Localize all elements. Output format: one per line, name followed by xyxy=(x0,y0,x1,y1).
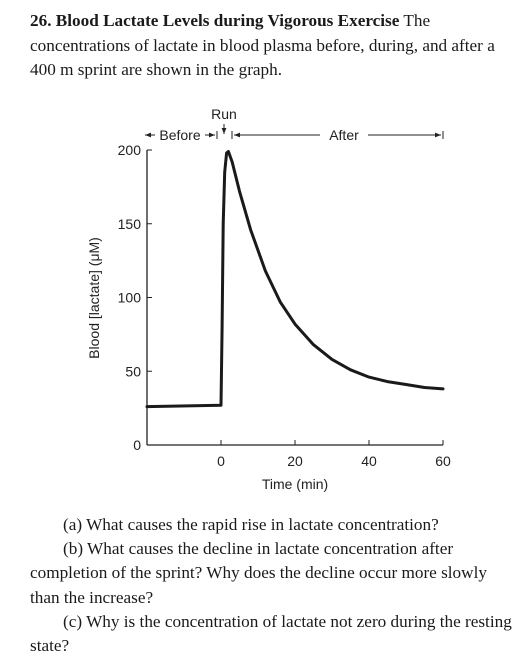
problem-statement: 26. Blood Lactate Levels during Vigorous… xyxy=(30,9,516,83)
after-label: After xyxy=(329,127,359,143)
y-axis-label: Blood [lactate] (μM) xyxy=(86,237,102,359)
x-tick-label: 60 xyxy=(435,453,451,469)
lactate-series-line xyxy=(145,150,445,409)
question-a: (a) What causes the rapid rise in lactat… xyxy=(63,515,439,534)
before-label: Before xyxy=(159,127,200,143)
problem-number: 26. xyxy=(30,11,52,30)
x-axis-label: Time (min) xyxy=(262,476,328,492)
y-tick-label: 50 xyxy=(125,363,141,379)
x-tick-label: 40 xyxy=(361,453,377,469)
x-ticks: 0 20 40 60 xyxy=(217,440,451,469)
x-tick-label: 0 xyxy=(217,453,225,469)
y-tick-label: 150 xyxy=(118,216,142,232)
y-tick-label: 0 xyxy=(133,437,141,453)
problem-text: The concentrations of lactate in blood p… xyxy=(30,11,495,79)
question-c: (c) Why is the concentration of lactate … xyxy=(30,611,512,656)
question-b: (b) What causes the decline in lactate c… xyxy=(30,539,487,607)
problem-title: Blood Lactate Levels during Vigorous Exe… xyxy=(55,11,400,30)
y-tick-label: 200 xyxy=(118,142,142,158)
y-tick-label: 100 xyxy=(118,290,142,306)
x-tick-label: 20 xyxy=(287,453,303,469)
run-label: Run xyxy=(211,106,237,122)
questions: (a) What causes the rapid rise in lactat… xyxy=(30,513,516,658)
y-ticks: 0 50 100 150 200 xyxy=(118,142,152,453)
